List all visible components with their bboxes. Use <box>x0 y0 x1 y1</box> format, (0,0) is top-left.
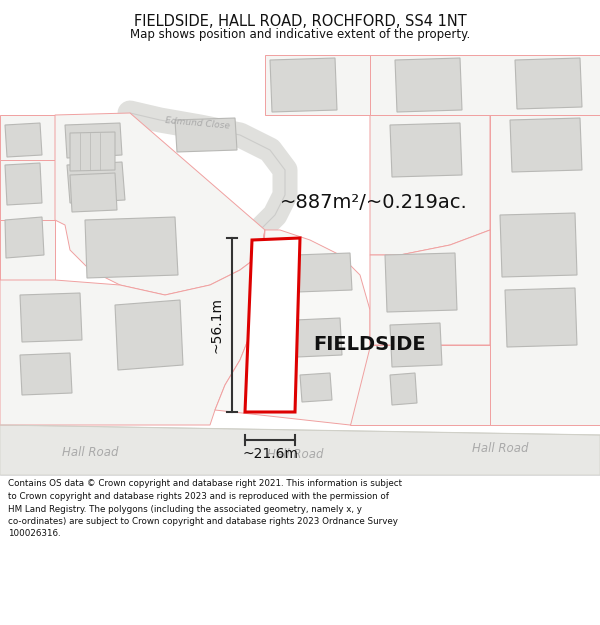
Polygon shape <box>0 230 265 425</box>
Polygon shape <box>175 118 237 152</box>
Polygon shape <box>350 345 490 425</box>
Polygon shape <box>370 55 600 115</box>
Text: Contains OS data © Crown copyright and database right 2021. This information is : Contains OS data © Crown copyright and d… <box>8 479 402 539</box>
Polygon shape <box>390 373 417 405</box>
Polygon shape <box>370 230 490 345</box>
Text: Hall Road: Hall Road <box>62 446 118 459</box>
Text: ~56.1m: ~56.1m <box>210 297 224 353</box>
Polygon shape <box>70 173 117 212</box>
Polygon shape <box>295 253 352 292</box>
Polygon shape <box>0 425 600 475</box>
Text: Hall Road: Hall Road <box>267 449 323 461</box>
Polygon shape <box>70 132 115 171</box>
Polygon shape <box>390 123 462 177</box>
Polygon shape <box>0 160 55 220</box>
Polygon shape <box>395 58 462 112</box>
Polygon shape <box>5 163 42 205</box>
Text: ~887m²/~0.219ac.: ~887m²/~0.219ac. <box>280 194 468 213</box>
Polygon shape <box>245 238 300 412</box>
Polygon shape <box>0 115 55 160</box>
Polygon shape <box>385 253 457 312</box>
Polygon shape <box>65 123 122 158</box>
Text: ~21.6m: ~21.6m <box>242 447 298 461</box>
Polygon shape <box>295 318 342 357</box>
Polygon shape <box>85 217 178 278</box>
Polygon shape <box>505 288 577 347</box>
Text: Map shows position and indicative extent of the property.: Map shows position and indicative extent… <box>130 28 470 41</box>
Polygon shape <box>515 58 582 109</box>
Polygon shape <box>67 162 125 203</box>
Text: FIELDSIDE, HALL ROAD, ROCHFORD, SS4 1NT: FIELDSIDE, HALL ROAD, ROCHFORD, SS4 1NT <box>134 14 466 29</box>
Polygon shape <box>490 115 600 425</box>
Text: FIELDSIDE: FIELDSIDE <box>314 336 427 354</box>
Polygon shape <box>55 113 265 295</box>
Polygon shape <box>5 123 42 157</box>
Text: Edmund Close: Edmund Close <box>165 116 231 130</box>
Polygon shape <box>390 323 442 367</box>
Polygon shape <box>5 217 44 258</box>
Polygon shape <box>20 293 82 342</box>
Text: Hall Road: Hall Road <box>472 441 528 454</box>
Polygon shape <box>215 230 370 425</box>
Polygon shape <box>510 118 582 172</box>
Polygon shape <box>500 213 577 277</box>
Polygon shape <box>370 115 490 255</box>
Polygon shape <box>265 55 370 115</box>
Polygon shape <box>300 373 332 402</box>
Polygon shape <box>115 300 183 370</box>
Polygon shape <box>270 58 337 112</box>
Polygon shape <box>0 220 55 280</box>
Polygon shape <box>20 353 72 395</box>
